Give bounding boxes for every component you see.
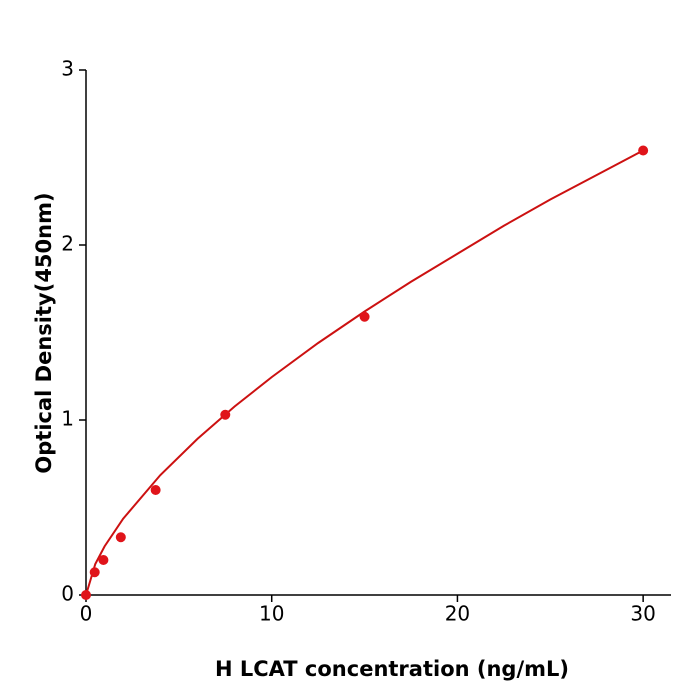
point: [220, 409, 231, 420]
point: [150, 485, 161, 495]
y-tick-label: 2: [61, 232, 74, 256]
y-axis-label: Optical Density(450nm): [32, 192, 56, 473]
x-tick-label: 10: [259, 602, 284, 626]
fit-curve: [85, 149, 644, 596]
point: [89, 567, 100, 578]
x-tick-label: 30: [630, 602, 655, 626]
x-axis-label: H LCAT concentration (ng/mL): [215, 657, 569, 681]
point: [98, 555, 109, 565]
x-tick-label: 0: [80, 602, 93, 626]
point: [359, 311, 370, 322]
point: [638, 145, 649, 156]
x-tick-label: 20: [445, 602, 470, 626]
point: [115, 532, 126, 543]
y-tick-label: 3: [61, 57, 74, 81]
point: [81, 590, 91, 600]
y-tick-label: 1: [61, 407, 74, 431]
y-tick-label: 0: [61, 582, 74, 606]
